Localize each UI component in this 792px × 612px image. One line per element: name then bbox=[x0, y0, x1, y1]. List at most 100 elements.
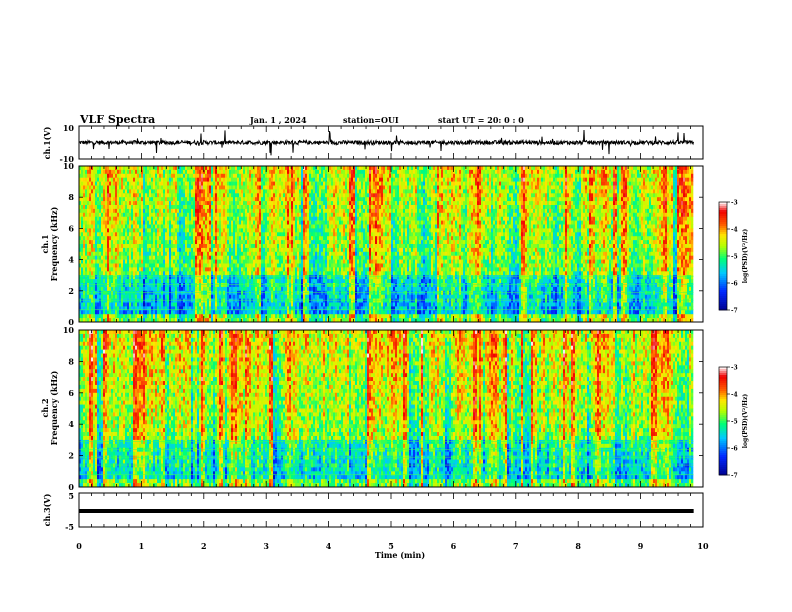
spectrogram-cell bbox=[173, 244, 176, 249]
spectrogram-cell bbox=[323, 166, 326, 171]
spectrogram-cell bbox=[275, 283, 278, 288]
spectrogram-cell bbox=[139, 212, 142, 217]
spectrogram-cell bbox=[285, 290, 288, 295]
spectrogram-cell bbox=[263, 259, 266, 264]
spectrogram-cell bbox=[189, 216, 192, 221]
spectrogram-cell bbox=[177, 318, 180, 323]
spectrogram-cell bbox=[189, 244, 192, 249]
spectrogram-cell bbox=[137, 271, 140, 276]
spectrogram-cell bbox=[241, 212, 244, 217]
spectrogram-cell bbox=[235, 201, 238, 206]
spectrogram-cell bbox=[195, 201, 198, 206]
spectrogram-cell bbox=[105, 197, 108, 202]
spectrogram-cell bbox=[273, 189, 276, 194]
spectrogram-cell bbox=[99, 290, 102, 295]
spectrogram-cell bbox=[291, 314, 294, 319]
spectrogram-cell bbox=[313, 228, 316, 233]
spectrogram-cell bbox=[277, 259, 280, 264]
spectrogram-cell bbox=[209, 247, 212, 253]
spectrogram-cell bbox=[251, 236, 254, 241]
spectrogram-cell bbox=[321, 318, 324, 323]
spectrogram-cell bbox=[309, 193, 312, 198]
spectrogram-cell bbox=[107, 216, 110, 221]
spectrogram-cell bbox=[119, 294, 122, 299]
spectrogram-cell bbox=[195, 166, 198, 171]
spectrogram-cell bbox=[189, 263, 192, 268]
spectrogram-cell bbox=[159, 318, 162, 323]
spectrogram-cell bbox=[319, 177, 322, 182]
spectrogram-cell bbox=[209, 267, 212, 272]
spectrogram-cell bbox=[199, 279, 202, 284]
spectrogram-cell bbox=[313, 220, 316, 225]
spectrogram-cell bbox=[99, 251, 102, 256]
spectrogram-cell bbox=[193, 283, 196, 288]
spectrogram-cell bbox=[241, 271, 244, 276]
spectrogram-cell bbox=[79, 216, 82, 221]
spectrogram-cell bbox=[257, 228, 260, 233]
spectrogram-cell bbox=[135, 201, 138, 206]
spectrogram-cell bbox=[253, 205, 256, 210]
spectrogram-cell bbox=[211, 201, 214, 206]
spectrogram-cell bbox=[281, 275, 284, 280]
spectrogram-cell bbox=[113, 286, 116, 292]
spectrogram-cell bbox=[223, 216, 226, 221]
spectrogram-cell bbox=[115, 286, 118, 292]
spectrogram-cell bbox=[301, 185, 304, 190]
spectrogram-cell bbox=[285, 302, 288, 307]
spectrogram-cell bbox=[183, 263, 186, 268]
spectrogram-cell bbox=[129, 240, 132, 245]
spectrogram-cell bbox=[319, 197, 322, 202]
spectrogram-cell bbox=[235, 267, 238, 272]
spectrogram-cell bbox=[95, 169, 98, 175]
spectrogram-cell bbox=[247, 318, 250, 323]
spectrogram-cell bbox=[197, 185, 200, 190]
spectrogram-cell bbox=[255, 185, 258, 190]
spectrogram-cell bbox=[253, 279, 256, 284]
spectrogram-cell bbox=[217, 181, 220, 186]
spectrogram-cell bbox=[323, 173, 326, 178]
spectrogram-cell bbox=[249, 263, 252, 268]
spectrogram-cell bbox=[183, 283, 186, 288]
spectrogram-cell bbox=[185, 208, 188, 214]
spectrogram-cell bbox=[205, 232, 208, 237]
spectrogram-cell bbox=[309, 263, 312, 268]
spectrogram-cell bbox=[207, 201, 210, 206]
spectrogram-cell bbox=[141, 290, 144, 295]
spectrogram-cell bbox=[273, 275, 276, 280]
spectrogram-cell bbox=[229, 275, 232, 280]
spectrogram-cell bbox=[223, 302, 226, 307]
spectrogram-cell bbox=[311, 259, 314, 264]
spectrogram-cell bbox=[147, 314, 150, 319]
spectrogram-cell bbox=[245, 181, 248, 186]
spectrogram-cell bbox=[129, 236, 132, 241]
spectrogram-cell bbox=[257, 244, 260, 249]
spectrogram-cell bbox=[269, 228, 272, 233]
spectrogram-cell bbox=[251, 251, 254, 256]
spectrogram-cell bbox=[309, 166, 312, 171]
spectrogram-cell bbox=[161, 283, 164, 288]
panel-ch1-waveform: 10 -10 ch.1(V) bbox=[42, 123, 704, 164]
spectrogram-cell bbox=[123, 228, 126, 233]
spectrogram-cell bbox=[311, 169, 314, 175]
spectrogram-cell bbox=[203, 173, 206, 178]
spectrogram-cell bbox=[179, 310, 182, 315]
spectrogram-cell bbox=[181, 240, 184, 245]
spectrogram-cell bbox=[105, 259, 108, 264]
spectrogram-cell bbox=[207, 247, 210, 253]
spectrogram-cell bbox=[137, 216, 140, 221]
spectrogram-cell bbox=[159, 279, 162, 284]
spectrogram-cell bbox=[195, 173, 198, 178]
spectrogram-cell bbox=[241, 193, 244, 198]
spectrogram-cell bbox=[189, 279, 192, 284]
spectrogram-cell bbox=[127, 251, 130, 256]
spectrogram-cell bbox=[275, 318, 278, 323]
spectrogram-cell bbox=[99, 302, 102, 307]
spectrogram-cell bbox=[269, 205, 272, 210]
spectrogram-cell bbox=[239, 290, 242, 295]
spectrogram-cell bbox=[299, 318, 302, 323]
spectrogram-cell bbox=[215, 224, 218, 229]
spectrogram-cell bbox=[111, 310, 114, 315]
spectrogram-cell bbox=[85, 173, 88, 178]
spectrogram-cell bbox=[227, 251, 230, 256]
spectrogram-cell bbox=[207, 306, 210, 311]
